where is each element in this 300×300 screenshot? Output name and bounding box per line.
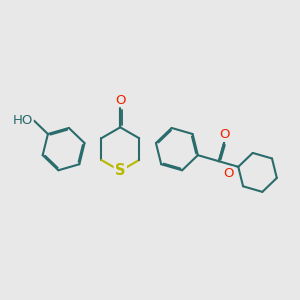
Text: HO: HO — [13, 114, 33, 127]
Text: O: O — [219, 128, 230, 141]
Text: O: O — [223, 167, 233, 180]
Text: S: S — [115, 164, 125, 178]
Text: O: O — [115, 94, 125, 106]
